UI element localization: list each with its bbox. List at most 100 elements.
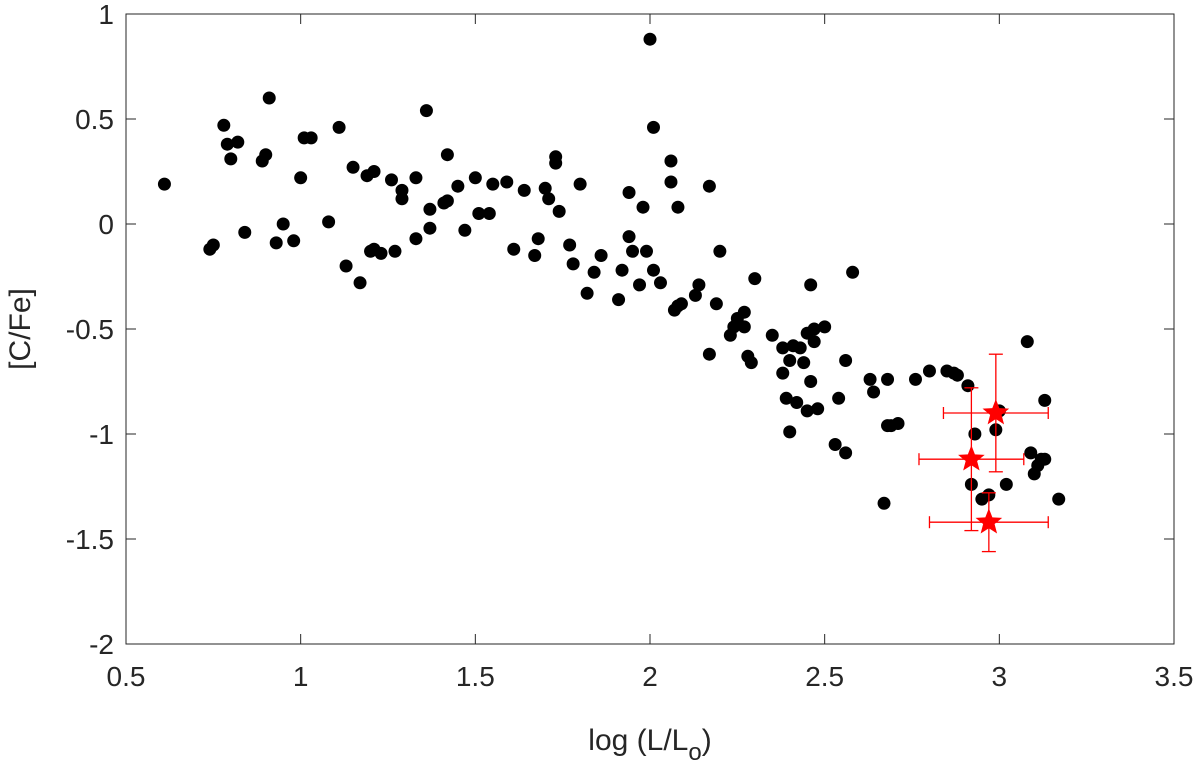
- data-point: [737, 305, 751, 319]
- data-point: [846, 265, 860, 279]
- data-point: [636, 200, 650, 214]
- data-point: [643, 32, 657, 46]
- data-point: [664, 154, 678, 168]
- data-point: [765, 328, 779, 342]
- data-point: [573, 177, 587, 191]
- data-point: [486, 177, 500, 191]
- data-point: [674, 297, 688, 311]
- data-point: [451, 179, 465, 193]
- data-point: [220, 137, 234, 151]
- x-tick-label: 3.5: [1155, 661, 1194, 692]
- x-tick-label: 1.5: [456, 661, 495, 692]
- data-point: [863, 372, 877, 386]
- data-point: [500, 175, 514, 189]
- data-point: [367, 165, 381, 178]
- data-point: [472, 207, 486, 220]
- data-point: [776, 366, 790, 380]
- data-point: [790, 396, 804, 409]
- data-point: [322, 215, 336, 229]
- x-axis-title-main: log (L/L: [588, 724, 688, 757]
- data-point: [1024, 446, 1038, 460]
- data-point: [1052, 492, 1066, 506]
- data-point: [797, 356, 811, 370]
- data-point: [409, 232, 423, 246]
- x-tick-label: 2: [642, 661, 658, 692]
- data-point: [961, 379, 975, 393]
- y-tick-label: -0.5: [66, 314, 114, 345]
- x-tick-labels: 0.5 1 1.5 2 2.5 3 3.5: [107, 661, 1194, 692]
- data-point: [626, 244, 640, 258]
- y-tick-labels: -2 -1.5 -1 -0.5 0 0.5 1: [66, 0, 114, 660]
- data-point: [818, 320, 832, 334]
- data-point: [294, 171, 308, 185]
- data-point: [419, 104, 433, 118]
- data-point: [276, 217, 290, 231]
- data-point: [793, 341, 807, 355]
- x-tick-label: 0.5: [107, 661, 146, 692]
- data-point: [776, 341, 790, 355]
- data-point: [1020, 335, 1034, 349]
- data-point: [807, 322, 821, 336]
- data-point: [999, 477, 1013, 491]
- data-point: [259, 148, 273, 162]
- data-point: [640, 244, 654, 258]
- axis-ticks: [125, 13, 1175, 645]
- data-point: [409, 171, 423, 185]
- x-axis-title-close: ): [702, 724, 712, 757]
- black-dot-series: [157, 32, 1066, 510]
- data-point: [633, 278, 647, 292]
- star-point-with-errorbars: [942, 353, 1049, 473]
- red-star-series: [918, 353, 1049, 553]
- x-tick-label: 2.5: [805, 661, 844, 692]
- data-point: [482, 207, 496, 220]
- data-point: [881, 372, 895, 386]
- data-point: [549, 150, 563, 164]
- data-point: [671, 200, 685, 214]
- star-marker: [982, 399, 1010, 425]
- x-axis-title-subscript: o: [688, 739, 701, 766]
- data-point: [224, 152, 238, 166]
- data-point: [566, 257, 580, 271]
- data-point: [458, 223, 472, 237]
- data-point: [332, 120, 346, 134]
- data-point: [262, 91, 276, 105]
- data-point: [779, 391, 793, 405]
- data-point: [922, 364, 936, 378]
- data-point: [423, 221, 437, 235]
- data-point: [353, 276, 367, 290]
- data-point: [388, 244, 402, 258]
- x-tick-label: 1: [293, 661, 309, 692]
- data-point: [346, 160, 360, 174]
- data-point: [587, 265, 601, 279]
- data-point: [395, 183, 409, 197]
- y-tick-label: 1: [98, 0, 114, 30]
- data-point: [950, 368, 964, 382]
- data-point: [563, 238, 577, 252]
- x-tick-label: 3: [992, 661, 1008, 692]
- data-point: [1038, 393, 1052, 407]
- data-point: [867, 385, 881, 399]
- data-point: [440, 194, 454, 208]
- data-point: [692, 278, 706, 292]
- data-point: [423, 202, 437, 216]
- data-point: [702, 179, 716, 193]
- data-point: [206, 238, 220, 252]
- data-point: [688, 288, 702, 302]
- data-point: [646, 120, 660, 134]
- data-point: [528, 249, 542, 262]
- star-marker: [975, 508, 1003, 534]
- data-point: [653, 276, 667, 290]
- data-point: [713, 244, 727, 258]
- data-point: [748, 272, 762, 286]
- data-point: [542, 192, 556, 206]
- data-point: [968, 427, 982, 441]
- x-axis-title: log (L/Lo): [588, 724, 711, 766]
- data-point: [1038, 452, 1052, 466]
- data-point: [269, 236, 283, 250]
- data-point: [877, 496, 891, 510]
- data-point: [709, 297, 723, 311]
- data-point: [811, 402, 825, 416]
- data-point: [217, 118, 231, 132]
- data-point: [783, 425, 797, 439]
